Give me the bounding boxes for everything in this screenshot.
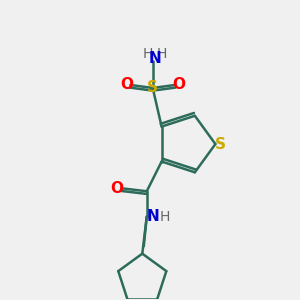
Text: O: O	[120, 77, 133, 92]
Text: N: N	[147, 209, 160, 224]
Text: S: S	[215, 136, 226, 152]
Text: S: S	[147, 80, 158, 95]
Text: O: O	[172, 77, 185, 92]
Text: H: H	[157, 47, 167, 61]
Text: O: O	[110, 181, 124, 196]
Text: H: H	[142, 47, 152, 61]
Text: N: N	[148, 51, 161, 66]
Text: H: H	[160, 209, 170, 224]
